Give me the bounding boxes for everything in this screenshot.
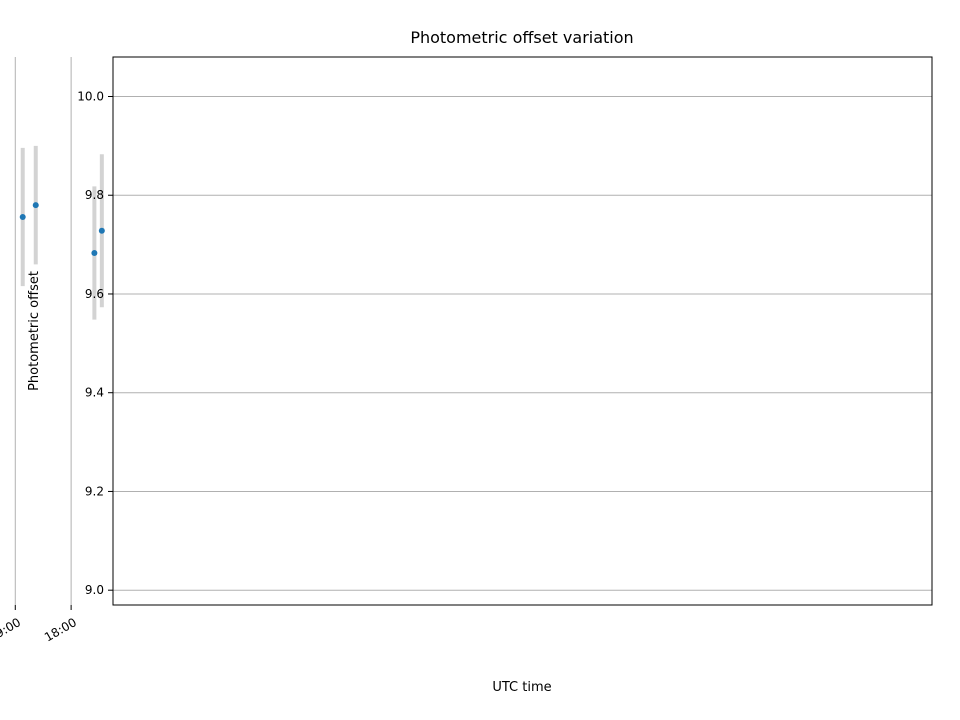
plot-frame [112, 56, 933, 606]
x-tick-label: 18:00 [42, 615, 79, 644]
data-point [19, 213, 26, 220]
y-tick-label: 9.2 [85, 484, 104, 498]
y-tick-label: 10.0 [77, 89, 104, 103]
y-axis-label: Photometric offset [27, 271, 42, 391]
grid-lines [14, 57, 932, 605]
x-axis-ticks: 18:0019:0020:0021:0022:0023:0000:0001:00… [0, 605, 79, 645]
data-point [32, 202, 39, 209]
data-point [98, 227, 105, 234]
y-tick-label: 9.6 [85, 287, 104, 301]
y-tick-label: 9.8 [85, 188, 104, 202]
y-tick-label: 9.4 [85, 386, 104, 400]
y-axis-ticks: 9.0 9.2 9.4 9.6 9.8 10.0 [77, 89, 113, 597]
x-tick-label: 19:00 [0, 615, 23, 644]
x-axis-label: UTC time [492, 680, 551, 695]
y-tick-label: 9.0 [85, 583, 104, 597]
data-points [19, 202, 105, 256]
data-point [91, 249, 98, 256]
chart-title: Photometric offset variation [410, 28, 633, 47]
